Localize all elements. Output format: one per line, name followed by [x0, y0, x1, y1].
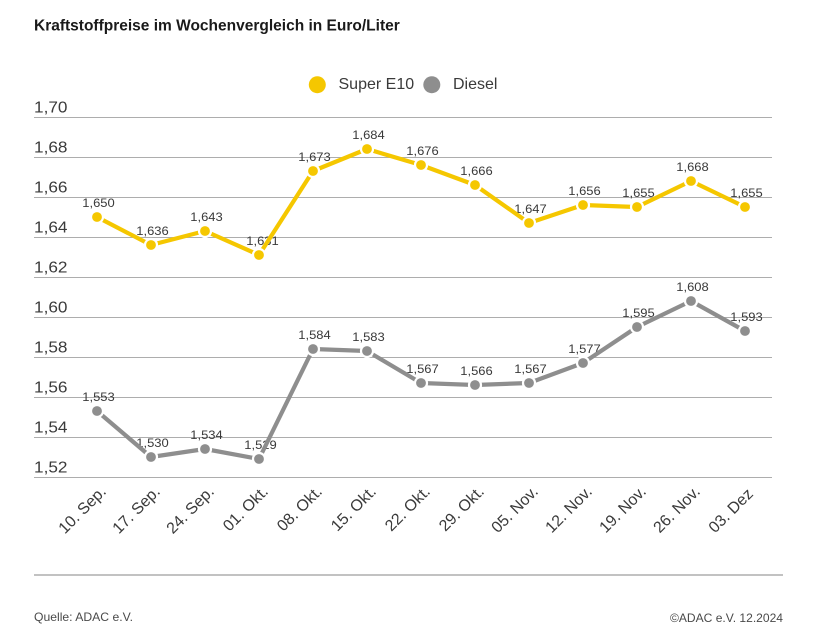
svg-text:1,650: 1,650: [82, 196, 115, 210]
svg-text:1,584: 1,584: [298, 328, 331, 342]
svg-text:©ADAC e.V. 12.2024: ©ADAC e.V. 12.2024: [670, 611, 783, 625]
svg-text:1,58: 1,58: [34, 339, 68, 356]
svg-text:1,70: 1,70: [34, 99, 68, 116]
svg-text:1,676: 1,676: [406, 144, 439, 158]
svg-text:1,66: 1,66: [34, 179, 68, 196]
svg-text:1,534: 1,534: [190, 428, 223, 442]
svg-text:1,655: 1,655: [622, 186, 655, 200]
svg-text:Super E10: Super E10: [339, 76, 415, 93]
svg-text:1,68: 1,68: [34, 139, 68, 156]
svg-text:Diesel: Diesel: [453, 76, 497, 93]
svg-text:1,684: 1,684: [352, 128, 385, 142]
svg-text:Quelle: ADAC e.V.: Quelle: ADAC e.V.: [34, 610, 133, 624]
svg-text:1,52: 1,52: [34, 459, 68, 476]
svg-text:Kraftstoffpreise im Wochenverg: Kraftstoffpreise im Wochenvergleich in E…: [34, 18, 400, 35]
svg-text:1,647: 1,647: [514, 202, 547, 216]
svg-text:1,636: 1,636: [136, 224, 169, 238]
svg-text:1,608: 1,608: [676, 280, 709, 294]
svg-text:1,583: 1,583: [352, 330, 385, 344]
svg-text:1,656: 1,656: [568, 184, 601, 198]
svg-text:1,566: 1,566: [460, 364, 493, 378]
svg-text:1,56: 1,56: [34, 379, 68, 396]
svg-text:1,567: 1,567: [514, 362, 547, 376]
svg-text:1,666: 1,666: [460, 164, 493, 178]
svg-text:1,655: 1,655: [730, 186, 763, 200]
svg-text:1,62: 1,62: [34, 259, 68, 276]
svg-text:1,60: 1,60: [34, 299, 68, 316]
svg-text:1,673: 1,673: [298, 150, 331, 164]
svg-text:1,529: 1,529: [244, 438, 277, 452]
svg-text:1,593: 1,593: [730, 310, 763, 324]
svg-text:1,577: 1,577: [568, 342, 601, 356]
svg-text:1,567: 1,567: [406, 362, 439, 376]
svg-text:1,54: 1,54: [34, 419, 68, 436]
svg-text:1,553: 1,553: [82, 390, 115, 404]
svg-text:1,530: 1,530: [136, 436, 169, 450]
svg-text:1,668: 1,668: [676, 160, 709, 174]
svg-text:1,64: 1,64: [34, 219, 68, 236]
svg-text:1,595: 1,595: [622, 306, 655, 320]
svg-text:1,643: 1,643: [190, 210, 223, 224]
